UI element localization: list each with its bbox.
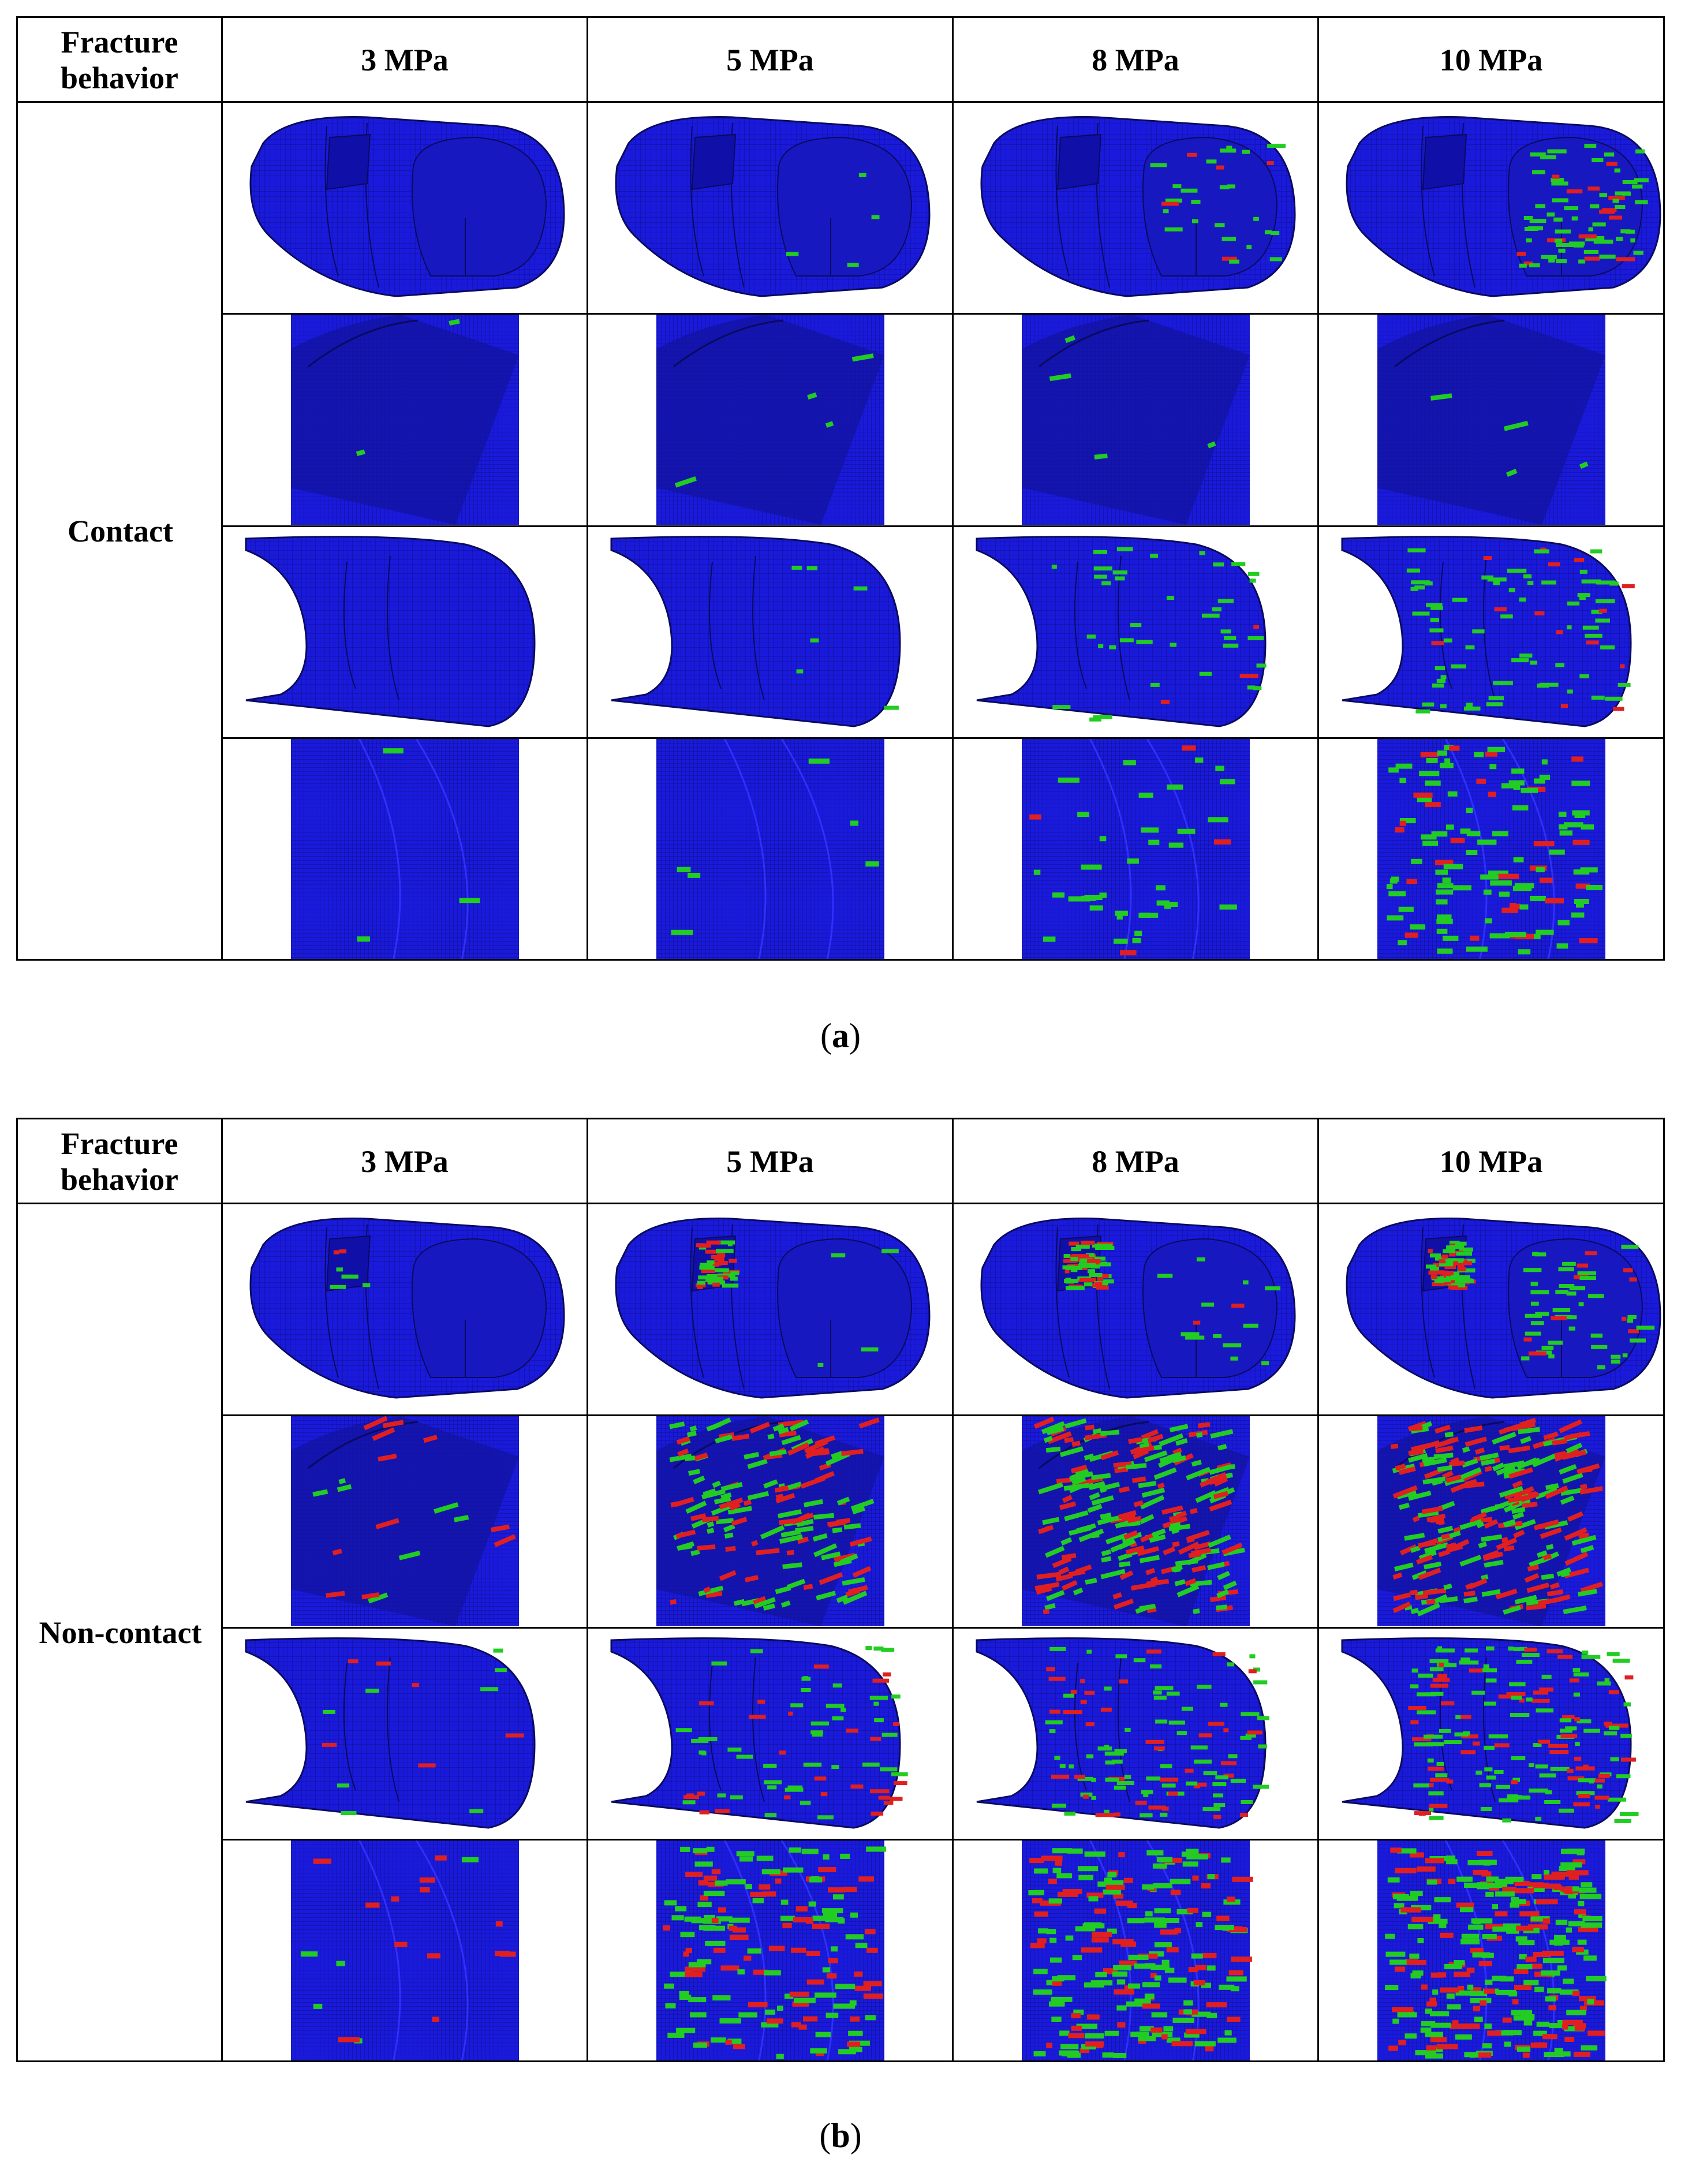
simulation-image-a-r3-c2	[588, 527, 952, 737]
header-col-4: 10 MPa	[1439, 1144, 1543, 1179]
simulation-image-b-r1-c1	[223, 1204, 587, 1414]
simulation-image-b-r4-c1	[223, 1840, 587, 2060]
header-col-2: 5 MPa	[726, 42, 814, 77]
simulation-image-a-r4-c2	[588, 739, 952, 959]
simulation-image-a-r1-c1	[223, 103, 587, 313]
simulation-image-a-r3-c1	[223, 527, 587, 737]
simulation-image-b-r1-c4	[1319, 1204, 1663, 1414]
simulation-image-b-r3-c2	[588, 1629, 952, 1839]
simulation-image-b-r3-c4	[1319, 1629, 1663, 1839]
caption-a: (a)	[820, 1017, 861, 1055]
header-fracture-behavior: Fracture behavior	[60, 1126, 178, 1197]
simulation-image-b-r4-c2	[588, 1840, 952, 2060]
header-fracture-behavior: Fracture behavior	[60, 24, 178, 95]
row-label-contact: Contact	[68, 513, 173, 548]
simulation-image-b-r1-c3	[954, 1204, 1317, 1414]
simulation-image-a-r2-c3	[954, 315, 1317, 525]
simulation-image-a-r1-c4	[1319, 103, 1663, 313]
caption-b: (b)	[819, 2116, 862, 2155]
simulation-image-a-r1-c2	[588, 103, 952, 313]
simulation-image-a-r2-c1	[223, 315, 587, 525]
figure-panel-b: Fracture behavior 3 MPa 5 MPa 8 MPa 10 M…	[16, 1118, 1665, 2062]
simulation-image-b-r2-c1	[223, 1416, 587, 1627]
simulation-image-b-r2-c3	[954, 1416, 1317, 1627]
simulation-image-a-r1-c3	[954, 103, 1317, 313]
simulation-image-b-r3-c1	[223, 1629, 587, 1839]
simulation-image-a-r4-c4	[1319, 739, 1663, 959]
header-col-3: 8 MPa	[1092, 1144, 1179, 1179]
simulation-image-b-r4-c4	[1319, 1840, 1663, 2060]
simulation-image-a-r3-c4	[1319, 527, 1663, 737]
simulation-image-a-r2-c4	[1319, 315, 1663, 525]
header-col-1: 3 MPa	[361, 1144, 449, 1179]
simulation-image-b-r2-c2	[588, 1416, 952, 1627]
simulation-image-b-r4-c3	[954, 1840, 1317, 2060]
header-col-2: 5 MPa	[726, 1144, 814, 1179]
simulation-image-b-r2-c4	[1319, 1416, 1663, 1627]
simulation-image-b-r3-c3	[954, 1629, 1317, 1839]
simulation-image-a-r4-c3	[954, 739, 1317, 959]
simulation-image-a-r4-c1	[223, 739, 587, 959]
figure-panel-a: Fracture behavior 3 MPa 5 MPa 8 MPa 10 M…	[16, 16, 1665, 961]
simulation-image-a-r3-c3	[954, 527, 1317, 737]
header-col-3: 8 MPa	[1092, 42, 1179, 77]
row-label-non-contact: Non-contact	[39, 1615, 202, 1650]
header-col-1: 3 MPa	[361, 42, 449, 77]
simulation-image-a-r2-c2	[588, 315, 952, 525]
header-col-4: 10 MPa	[1439, 42, 1543, 77]
simulation-image-b-r1-c2	[588, 1204, 952, 1414]
